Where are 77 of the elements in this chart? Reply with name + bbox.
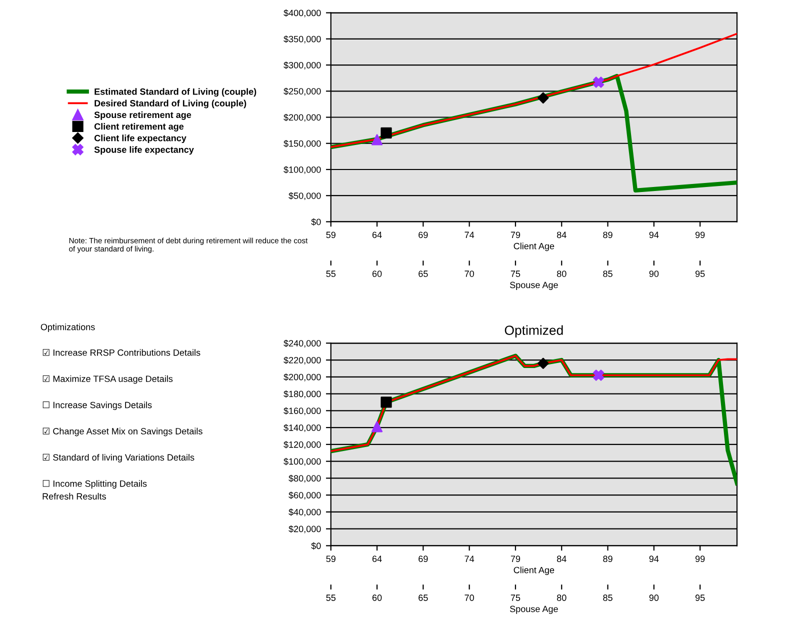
- x-tick-label: 64: [372, 556, 382, 562]
- y-tick-label: $250,000: [284, 88, 321, 96]
- y-tick-label: $200,000: [284, 373, 321, 382]
- y-tick-label: $140,000: [284, 424, 321, 432]
- legend-label: Desired Standard of Living (couple): [94, 100, 246, 108]
- x2-tick-label: 90: [649, 594, 659, 601]
- y-tick-label: $20,000: [288, 525, 321, 534]
- x-tick-label: 69: [418, 556, 428, 562]
- x2-tick-label: 95: [695, 594, 705, 601]
- x2-tick-label: 95: [695, 270, 705, 277]
- x-tick-label: 94: [649, 232, 659, 238]
- y-tick-label: $400,000: [284, 9, 321, 18]
- text: ☐ Income Splitting Details: [42, 480, 147, 489]
- x2-tick-label: 65: [418, 270, 428, 277]
- x2-tick-label: 70: [464, 594, 474, 601]
- y-tick-label: $200,000: [284, 114, 321, 122]
- x2-tick-label: 85: [603, 270, 612, 277]
- x2-tick-label: 60: [372, 270, 382, 277]
- x2-tick-label: 75: [510, 594, 520, 601]
- x-tick-label: 99: [695, 556, 705, 562]
- y-tick-label: $180,000: [284, 390, 321, 398]
- x-tick-label: 74: [464, 232, 474, 238]
- text: ☑ Change Asset Mix on Savings Details: [42, 428, 202, 436]
- x-tick-label: 89: [603, 556, 612, 562]
- text: Optimizations: [40, 324, 95, 332]
- legend-label: Client retirement age: [94, 123, 184, 132]
- x-tick-label: 99: [695, 232, 705, 238]
- x-tick-label: 94: [649, 556, 659, 562]
- y-tick-label: $40,000: [288, 508, 321, 516]
- x2-axis-title: Spouse Age: [510, 606, 558, 614]
- y-tick-label: $350,000: [284, 35, 321, 44]
- x-tick-label: 74: [464, 556, 474, 562]
- x-tick-label: 59: [326, 556, 336, 562]
- text: ☑ Increase RRSP Contributions Details: [42, 349, 200, 356]
- x-tick-label: 64: [372, 232, 382, 238]
- y-tick-label: $100,000: [284, 166, 321, 174]
- legend-label: Spouse retirement age: [94, 111, 192, 120]
- x2-tick-label: 55: [326, 594, 336, 601]
- x2-tick-label: 75: [510, 270, 520, 277]
- x2-tick-label: 80: [557, 270, 566, 277]
- chart-title: Optimized: [504, 325, 563, 338]
- y-tick-label: $100,000: [284, 458, 321, 466]
- x-tick-label: 59: [326, 232, 336, 238]
- y-tick-label: $120,000: [284, 441, 321, 449]
- y-tick-label: $0: [311, 542, 321, 550]
- legend-label: Client life expectancy: [94, 134, 186, 144]
- y-tick-label: $150,000: [284, 140, 321, 148]
- x-tick-label: 79: [510, 232, 520, 238]
- text: ☑ Maximize TFSA usage Details: [42, 375, 173, 384]
- x-tick-label: 79: [510, 556, 520, 562]
- x2-tick-label: 65: [418, 594, 428, 601]
- text: ☐ Increase Savings Details: [42, 402, 152, 410]
- y-tick-label: $300,000: [284, 62, 321, 70]
- y-tick-label: $50,000: [288, 192, 321, 200]
- x2-tick-label: 85: [603, 594, 612, 601]
- y-tick-label: $60,000: [288, 492, 321, 500]
- x-axis-title: Client Age: [514, 242, 554, 252]
- x-tick-label: 69: [418, 232, 428, 238]
- x2-tick-label: 80: [557, 594, 566, 601]
- x2-axis-title: Spouse Age: [510, 282, 558, 290]
- text: Refresh Results: [42, 492, 106, 500]
- x2-tick-label: 55: [326, 270, 336, 277]
- x-tick-label: 84: [557, 232, 566, 238]
- y-tick-label: $80,000: [288, 474, 321, 483]
- text: ☑ Standard of living Variations Details: [42, 454, 194, 462]
- x2-tick-label: 70: [464, 270, 474, 277]
- x-tick-label: 84: [557, 556, 566, 562]
- y-tick-label: $240,000: [284, 340, 321, 348]
- y-tick-label: $220,000: [284, 356, 321, 364]
- y-tick-label: $0: [311, 218, 321, 226]
- x-tick-label: 89: [603, 232, 612, 238]
- x-axis-title: Client Age: [514, 566, 554, 576]
- y-tick-label: $160,000: [284, 407, 321, 416]
- legend-label: Estimated Standard of Living (couple): [94, 88, 256, 97]
- x2-tick-label: 60: [372, 594, 382, 601]
- legend-label: Spouse life expectancy: [94, 146, 194, 155]
- x2-tick-label: 90: [649, 270, 659, 277]
